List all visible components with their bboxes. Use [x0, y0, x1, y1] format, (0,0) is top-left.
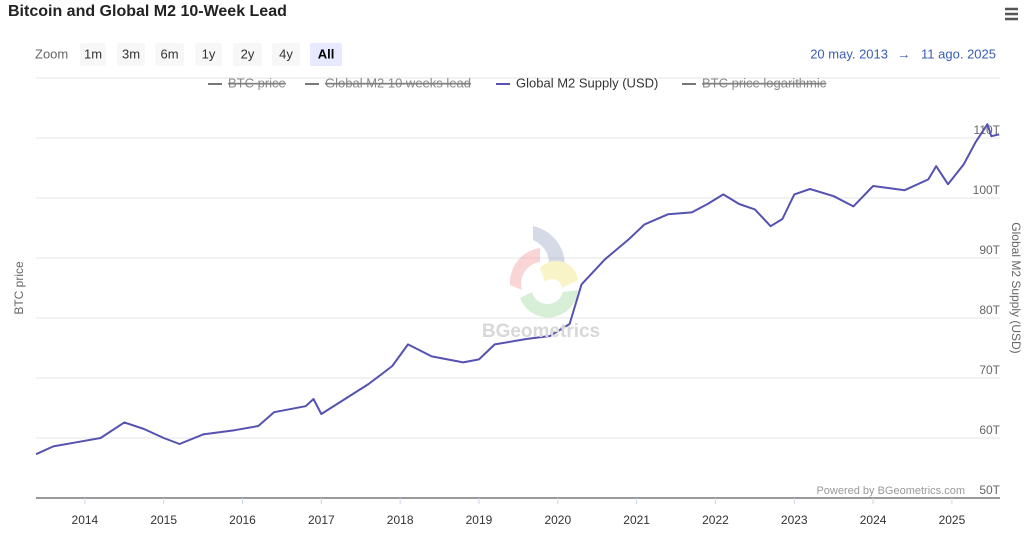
x-tick-label: 2016	[229, 513, 256, 527]
logo-arc	[540, 260, 578, 288]
x-tick-label: 2015	[150, 513, 177, 527]
y2-tick-label: 70T	[979, 363, 1000, 377]
legend-label[interactable]: Global M2 Supply (USD)	[516, 75, 658, 90]
x-tick-label: 2024	[860, 513, 887, 527]
legend-label[interactable]: BTC price	[228, 75, 286, 90]
zoom-label: Zoom	[35, 46, 68, 61]
zoom-button-label[interactable]: All	[318, 46, 335, 61]
credit[interactable]: Powered by BGeometrics.com	[816, 485, 965, 497]
zoom-button[interactable]	[80, 43, 106, 66]
x-tick-label: 2021	[623, 513, 650, 527]
x-tick-label: 2020	[544, 513, 571, 527]
logo-arc	[533, 226, 565, 280]
watermark-logo	[509, 226, 578, 318]
zoom-button-label[interactable]: 1y	[202, 46, 216, 61]
y2-tick-label: 60T	[979, 423, 1000, 437]
watermark-text: BGeometrics	[482, 321, 600, 342]
x-tick-label: 2017	[308, 513, 335, 527]
series-line	[35, 123, 1000, 456]
range-from[interactable]: 20 may. 2013	[810, 46, 888, 61]
x-tick-label: 2023	[781, 513, 808, 527]
zoom-button[interactable]	[117, 43, 145, 66]
y2-tick-label: 50T	[979, 483, 1000, 497]
zoom-button-label[interactable]: 4y	[279, 46, 293, 61]
x-tick-label: 2019	[466, 513, 493, 527]
zoom-button[interactable]	[272, 43, 300, 66]
y2-tick-label: 80T	[979, 303, 1000, 317]
legend-label[interactable]: BTC price logarithmic	[702, 75, 827, 90]
chart-title: Bitcoin and Global M2 10-Week Lead	[8, 3, 287, 20]
x-tick-label: 2014	[72, 513, 99, 527]
x-tick-label: 2025	[939, 513, 966, 527]
zoom-button-label[interactable]: 3m	[122, 46, 140, 61]
y-axis-label: BTC price	[12, 261, 26, 315]
x-tick-label: 2022	[702, 513, 729, 527]
zoom-button[interactable]	[310, 43, 342, 66]
range-to[interactable]: 11 ago. 2025	[921, 46, 996, 61]
zoom-button[interactable]	[195, 43, 222, 66]
zoom-button[interactable]	[155, 43, 184, 66]
menu-icon[interactable]	[1005, 7, 1018, 21]
legend-label[interactable]: Global M2 10 weeks lead	[325, 75, 471, 90]
logo-arc	[509, 248, 540, 290]
zoom-button-label[interactable]: 6m	[160, 46, 178, 61]
zoom-button[interactable]	[233, 43, 262, 66]
zoom-button-label[interactable]: 1m	[84, 46, 102, 61]
zoom-button-label[interactable]: 2y	[241, 46, 255, 61]
y2-axis-label: Global M2 Supply (USD)	[1009, 222, 1023, 353]
logo-arc	[520, 290, 578, 318]
y2-tick-label: 100T	[973, 183, 1001, 197]
y2-tick-label: 90T	[979, 243, 1000, 257]
x-tick-label: 2018	[387, 513, 414, 527]
range-separator: →	[898, 46, 911, 61]
